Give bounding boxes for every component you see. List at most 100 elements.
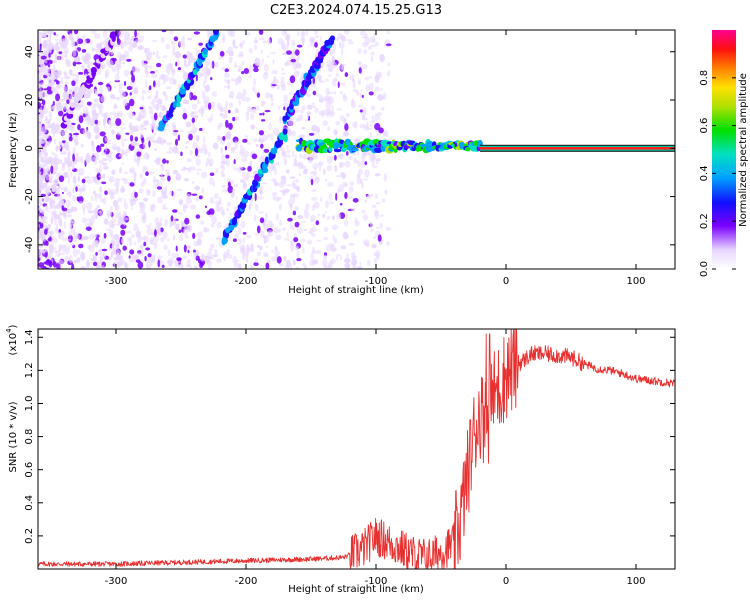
noise-dot	[338, 161, 343, 169]
noise-dot	[150, 71, 155, 74]
noise-dot	[129, 129, 135, 135]
noise-dot	[335, 72, 340, 77]
colorbar-ticks: 0.0 0.2 0.4 0.6 0.8	[699, 70, 736, 277]
noise-dot	[174, 216, 177, 221]
noise-dot	[380, 107, 385, 111]
noise-dot	[289, 176, 296, 179]
noise-dot	[77, 175, 81, 182]
noise-dot	[300, 238, 306, 242]
noise-dot	[116, 67, 120, 75]
noise-dot	[260, 49, 263, 54]
noise-dot	[224, 105, 228, 114]
noise-dot	[61, 191, 65, 195]
noise-dot	[52, 158, 59, 162]
noise-dot	[184, 167, 191, 170]
noise-dot	[162, 91, 167, 96]
noise-dot	[64, 54, 68, 58]
noise-dot	[110, 223, 115, 226]
noise-dot	[41, 99, 46, 106]
noise-dot	[129, 92, 132, 96]
noise-dot	[147, 253, 152, 258]
noise-dot	[276, 78, 279, 85]
noise-dot	[296, 162, 303, 166]
noise-dot	[115, 212, 119, 220]
noise-dot	[156, 157, 161, 162]
noise-dot	[78, 243, 84, 249]
noise-dot	[52, 69, 60, 76]
noise-dot	[364, 37, 371, 46]
noise-dot	[381, 198, 386, 203]
noise-dot	[271, 83, 277, 87]
noise-dot	[122, 245, 127, 251]
noise-dot	[120, 224, 127, 230]
noise-dot	[60, 76, 64, 85]
noise-dot	[191, 180, 195, 185]
noise-dot	[97, 93, 103, 97]
noise-dot	[263, 63, 269, 72]
noise-dot	[46, 38, 52, 43]
noise-dot	[93, 190, 96, 195]
noise-dot	[93, 98, 99, 103]
noise-dot	[311, 102, 315, 106]
noise-dot	[312, 246, 316, 254]
noise-dot	[130, 113, 135, 117]
noise-dot	[345, 212, 348, 220]
noise-dot	[151, 73, 158, 79]
noise-dot	[47, 223, 51, 230]
noise-dot	[54, 53, 58, 61]
noise-dot	[160, 236, 165, 243]
noise-dot	[38, 67, 43, 73]
spectrogram-x-ticks: -300 -200 -100 0 100	[105, 30, 646, 287]
noise-dot	[52, 105, 56, 110]
noise-dot	[119, 90, 126, 99]
noise-dot	[144, 255, 147, 262]
noise-dot	[75, 152, 79, 157]
noise-dot	[72, 237, 77, 243]
noise-dot	[152, 140, 159, 144]
noise-dot	[312, 163, 319, 170]
noise-dot	[139, 209, 146, 214]
noise-dot	[324, 211, 328, 214]
noise-dot	[94, 119, 98, 125]
noise-dot	[195, 196, 200, 202]
noise-dot	[305, 30, 309, 36]
noise-dot	[143, 127, 147, 131]
noise-dot	[196, 168, 202, 171]
noise-dot	[210, 101, 216, 110]
noise-dot	[80, 251, 86, 260]
noise-dot	[282, 52, 287, 56]
noise-dot	[118, 56, 122, 65]
noise-dot	[108, 119, 112, 125]
noise-dot	[145, 79, 148, 88]
noise-dot	[47, 76, 55, 85]
noise-dot	[323, 226, 329, 233]
noise-dot	[350, 207, 356, 212]
noise-dot	[77, 188, 84, 192]
noise-dot	[218, 56, 223, 60]
noise-dot	[288, 128, 292, 137]
noise-dot	[113, 105, 118, 109]
noise-dot	[120, 43, 124, 50]
noise-dot	[359, 109, 363, 113]
noise-dot	[98, 186, 102, 193]
noise-dot	[378, 117, 381, 120]
noise-dot	[98, 175, 105, 178]
noise-dot	[339, 203, 343, 206]
noise-dot	[186, 50, 191, 57]
noise-dot	[232, 255, 238, 264]
noise-dot	[335, 121, 341, 126]
noise-dot	[117, 243, 120, 248]
noise-dot	[99, 256, 103, 265]
streak-dot	[329, 35, 336, 42]
noise-dot	[91, 30, 97, 35]
noise-dot	[248, 203, 251, 211]
noise-dot	[277, 38, 284, 45]
noise-dot	[246, 32, 251, 36]
noise-dot	[172, 209, 178, 213]
noise-dot	[55, 41, 62, 46]
y-tick-label: -40	[24, 237, 35, 253]
noise-dot	[214, 248, 218, 253]
noise-dot	[162, 139, 167, 144]
noise-dot	[226, 79, 231, 85]
noise-dot	[284, 237, 290, 241]
